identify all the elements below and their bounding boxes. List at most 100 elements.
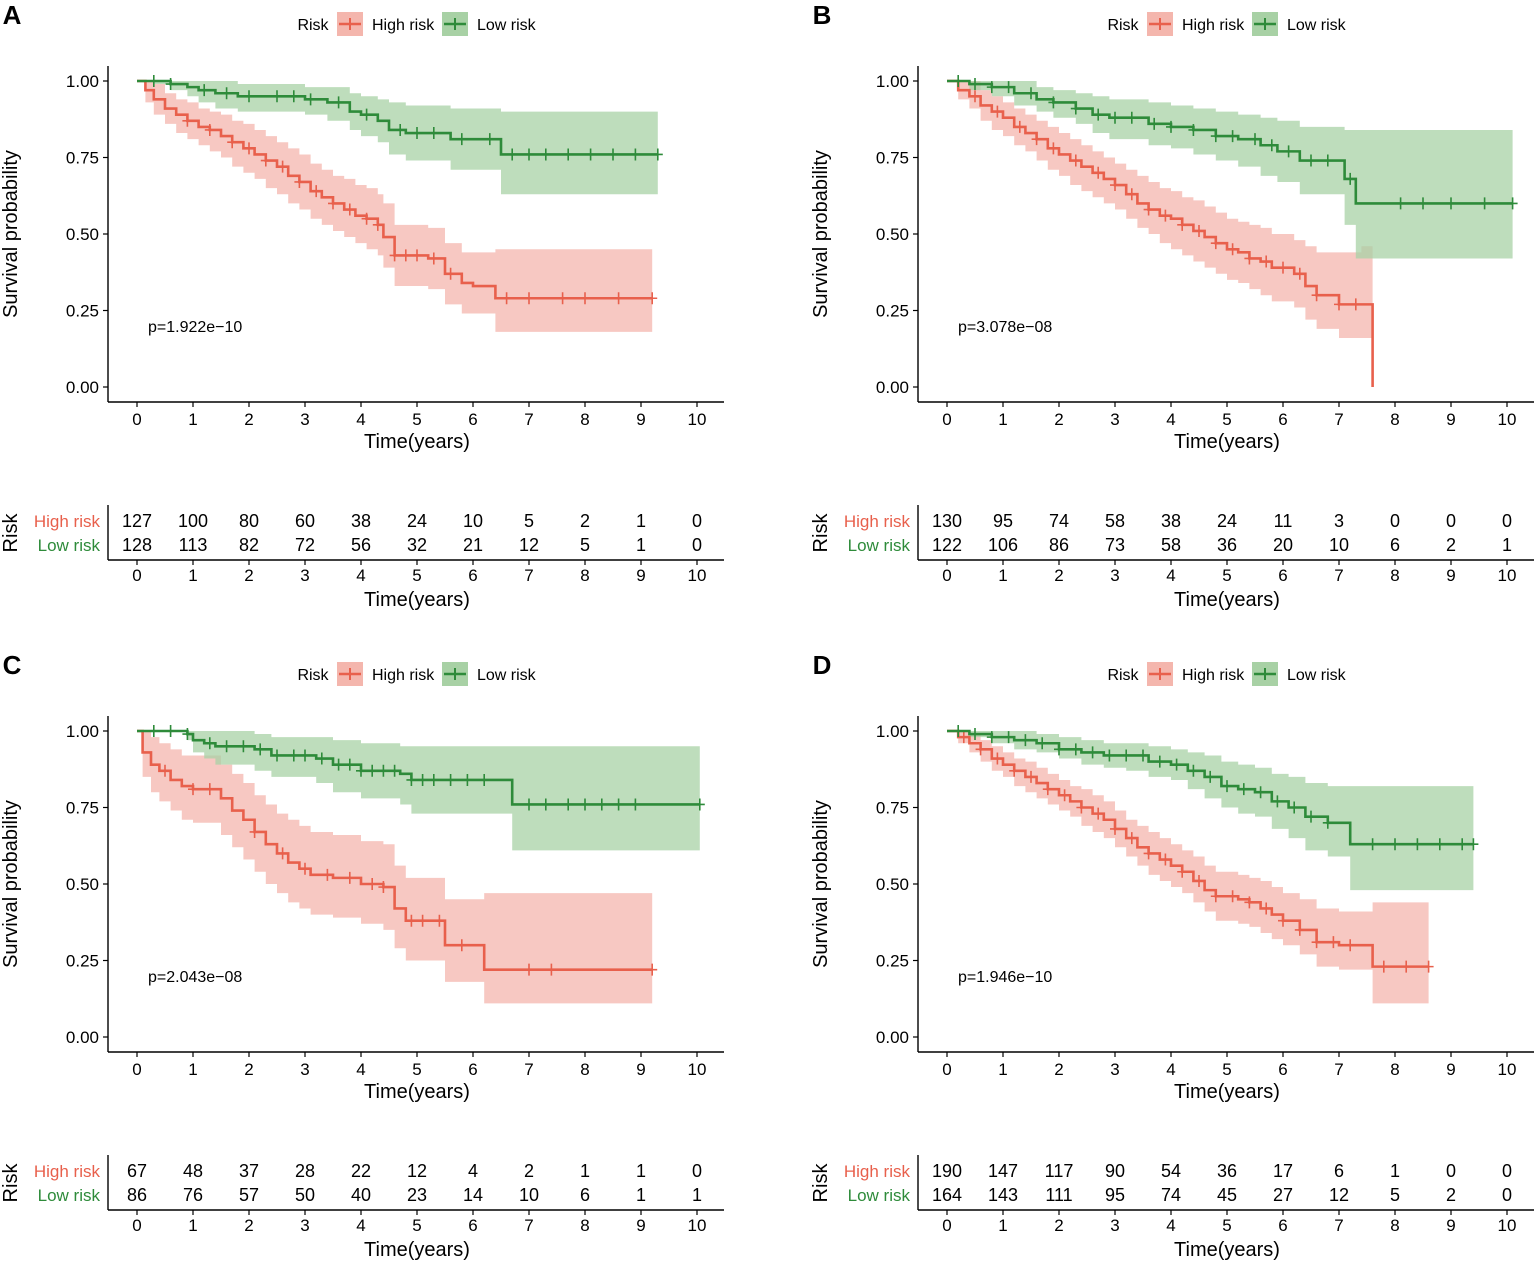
censor-mark-high: [1401, 960, 1412, 973]
y-tick-label: 0.00: [66, 1028, 99, 1047]
risk-count-high: 2: [524, 1161, 534, 1181]
censor-mark-low: [333, 758, 344, 771]
risk-row-label-high: High risk: [844, 1162, 911, 1181]
risk-count-high: 0: [1502, 511, 1512, 531]
risk-x-axis-title: Time(years): [1174, 589, 1280, 611]
risk-x-tick-label: 9: [636, 1216, 645, 1235]
risk-count-low: 5: [1390, 1185, 1400, 1205]
x-tick-label: 7: [524, 410, 533, 429]
censor-mark-high: [1126, 188, 1137, 201]
risk-count-low: 0: [1502, 1185, 1512, 1205]
risk-count-low: 1: [692, 1185, 702, 1205]
risk-count-high: 48: [183, 1161, 203, 1181]
censor-mark-low: [986, 81, 997, 94]
censor-mark-low: [417, 773, 428, 786]
y-tick-label: 0.75: [66, 799, 99, 818]
censor-mark-low: [507, 148, 518, 161]
risk-count-low: 86: [127, 1185, 147, 1205]
censor-mark-low: [694, 798, 705, 811]
ci-band-high: [137, 81, 653, 332]
x-tick-label: 3: [300, 1060, 309, 1079]
censor-mark-low: [1037, 737, 1048, 750]
risk-x-tick-label: 7: [524, 566, 533, 585]
censor-mark-high: [1423, 960, 1434, 973]
legend-title: Risk: [297, 667, 329, 684]
censor-mark-high: [1350, 298, 1361, 311]
x-tick-label: 3: [1110, 410, 1119, 429]
x-tick-label: 2: [244, 410, 253, 429]
y-tick-label: 0.75: [876, 799, 909, 818]
censor-mark-low: [148, 75, 159, 87]
risk-count-low: 76: [183, 1185, 203, 1205]
censor-mark-low: [204, 737, 215, 750]
censor-mark-low: [199, 84, 210, 97]
risk-row-label-high: High risk: [34, 512, 101, 531]
censor-mark-low: [1110, 111, 1120, 124]
risk-count-low: 74: [1161, 1185, 1181, 1205]
panel-label: A: [3, 0, 22, 30]
x-tick-label: 8: [580, 410, 589, 429]
risk-count-high: 5: [524, 511, 534, 531]
x-tick-label: 8: [1390, 1060, 1399, 1079]
y-tick-label: 0.00: [876, 378, 909, 397]
censor-mark-high: [1345, 939, 1356, 952]
censor-mark-high: [361, 212, 372, 225]
ci-band-low: [947, 731, 1474, 891]
censor-mark-high: [557, 292, 568, 305]
censor-mark-high: [160, 764, 170, 777]
risk-x-tick-label: 5: [1222, 1216, 1231, 1235]
x-axis-title: Time(years): [364, 431, 470, 453]
censor-mark-high: [378, 881, 389, 894]
censor-mark-high: [372, 218, 383, 231]
ci-band-high: [947, 731, 1429, 1004]
censor-mark-high: [204, 783, 215, 796]
censor-mark-low: [1188, 764, 1199, 777]
risk-count-high: 36: [1217, 1161, 1237, 1181]
censor-mark-low: [1250, 133, 1260, 146]
legend-high-label: High risk: [372, 17, 435, 34]
risk-x-tick-label: 8: [580, 566, 589, 585]
censor-mark-low: [1104, 749, 1115, 762]
censor-mark-high: [1210, 237, 1221, 250]
risk-count-low: 40: [351, 1185, 371, 1205]
risk-count-low: 50: [295, 1185, 315, 1205]
risk-count-high: 6: [1334, 1161, 1344, 1181]
x-tick-label: 2: [244, 1060, 253, 1079]
x-tick-label: 6: [1278, 1060, 1287, 1079]
x-tick-label: 10: [1498, 410, 1517, 429]
risk-count-high: 90: [1105, 1161, 1125, 1181]
censor-mark-high: [188, 783, 198, 796]
risk-count-low: 36: [1217, 535, 1237, 555]
risk-x-tick-label: 6: [468, 1216, 477, 1235]
y-tick-label: 1.00: [66, 722, 99, 741]
x-tick-label: 4: [1166, 410, 1175, 429]
p-value: p=3.078e−08: [958, 319, 1052, 336]
censor-mark-high: [1294, 923, 1305, 936]
censor-mark-low: [970, 728, 980, 741]
y-tick-label: 0.75: [876, 149, 909, 168]
risk-x-tick-label: 1: [998, 1216, 1007, 1235]
risk-row-label-low: Low risk: [848, 536, 911, 555]
censor-mark-low: [630, 148, 641, 161]
censor-mark-high: [1334, 298, 1344, 311]
risk-count-high: 28: [295, 1161, 315, 1181]
x-axis-title: Time(years): [1174, 1081, 1280, 1103]
x-tick-label: 0: [132, 1060, 141, 1079]
risk-x-tick-label: 2: [244, 566, 253, 585]
censor-mark-low: [288, 749, 299, 762]
risk-x-tick-label: 7: [524, 1216, 533, 1235]
risk-count-high: 1: [636, 1161, 646, 1181]
risk-row-label-high: High risk: [34, 1162, 101, 1181]
censor-mark-low: [428, 773, 439, 786]
censor-mark-high: [1059, 789, 1070, 802]
censor-mark-high: [204, 123, 215, 136]
censor-mark-low: [1255, 786, 1266, 799]
survival-curve-high: [947, 79, 1374, 387]
risk-x-tick-label: 10: [688, 1216, 707, 1235]
censor-mark-high: [647, 292, 658, 305]
risk-count-high: 147: [988, 1161, 1018, 1181]
censor-mark-low: [630, 798, 641, 811]
censor-mark-high: [1110, 822, 1120, 835]
censor-mark-low: [1322, 816, 1333, 829]
